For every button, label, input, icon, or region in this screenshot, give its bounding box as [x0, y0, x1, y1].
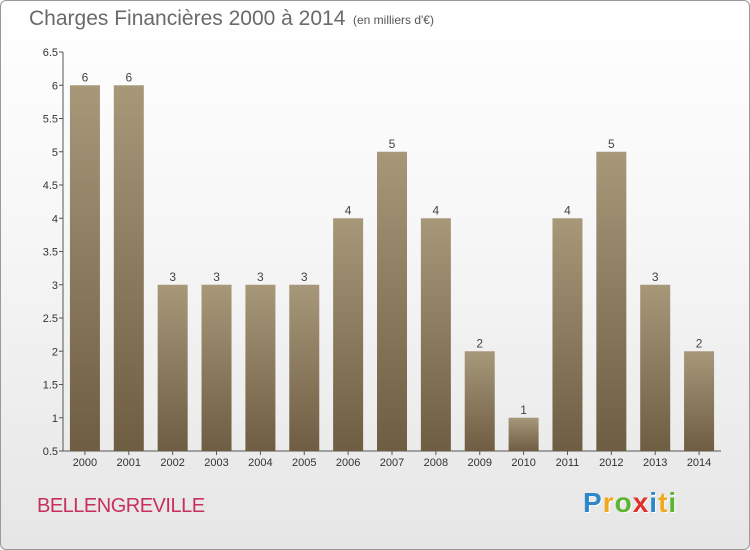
data-label: 3	[301, 270, 308, 284]
data-label: 6	[82, 70, 89, 84]
bar-2002	[157, 284, 188, 451]
x-tick-label: 2000	[73, 457, 97, 469]
bar-2008	[420, 218, 451, 451]
x-tick-label: 2014	[687, 457, 711, 469]
bar-2007	[377, 151, 407, 451]
bar-2000	[69, 85, 100, 451]
x-tick-label: 2009	[467, 457, 491, 469]
bar-2013	[640, 284, 671, 451]
data-label: 3	[169, 270, 176, 284]
logo-letter: i	[649, 487, 659, 518]
data-label: 2	[476, 336, 483, 350]
logo-letter: x	[632, 487, 650, 518]
x-tick-label: 2012	[599, 457, 623, 469]
y-tick-label: 5	[52, 147, 58, 159]
y-tick-label: 6	[52, 80, 58, 92]
bar-2005	[289, 284, 320, 451]
data-label: 5	[389, 137, 396, 151]
bar-2006	[333, 218, 364, 451]
data-label: 6	[125, 70, 132, 84]
data-label: 4	[564, 203, 571, 217]
y-tick-label: 5.5	[43, 114, 58, 126]
y-tick-label: 4	[52, 213, 58, 225]
x-tick-label: 2006	[336, 457, 360, 469]
y-tick-label: 3	[52, 280, 58, 292]
y-tick-label: 0.5	[43, 446, 58, 458]
y-tick-label: 1	[52, 413, 58, 425]
logo-letter: o	[614, 487, 633, 518]
data-label: 3	[652, 270, 659, 284]
x-tick-label: 2010	[511, 457, 535, 469]
data-label: 3	[213, 270, 220, 284]
logo-letter: r	[602, 487, 615, 518]
data-label: 2	[696, 336, 703, 350]
y-tick-label: 4.5	[43, 180, 58, 192]
x-tick-label: 2007	[380, 457, 404, 469]
x-tick-label: 2002	[160, 457, 184, 469]
x-tick-label: 2005	[292, 457, 316, 469]
bar-2004	[245, 284, 276, 451]
bar-2011	[552, 218, 583, 451]
place-name: BELLENGREVILLE	[37, 495, 205, 517]
bar-2014	[684, 351, 715, 451]
bar-2010	[508, 417, 539, 451]
y-tick-label: 1.5	[43, 380, 58, 392]
x-tick-label: 2004	[248, 457, 272, 469]
y-tick-label: 3.5	[43, 247, 58, 259]
data-label: 5	[608, 137, 615, 151]
x-tick-label: 2003	[204, 457, 228, 469]
bar-2001	[113, 85, 144, 451]
logo-letter: i	[668, 487, 678, 518]
data-label: 4	[433, 203, 440, 217]
y-tick-label: 6.5	[43, 47, 58, 59]
proxiti-logo: Proxiti	[583, 487, 677, 519]
data-label: 4	[345, 203, 352, 217]
y-tick-label: 2	[52, 346, 58, 358]
x-tick-label: 2011	[556, 457, 580, 469]
bar-2009	[464, 351, 495, 451]
data-label: 3	[257, 270, 264, 284]
x-tick-label: 2001	[117, 457, 141, 469]
bar-2003	[201, 284, 232, 451]
chart-title: Charges Financières 2000 à 2014	[29, 7, 346, 30]
y-tick-label: 2.5	[43, 313, 58, 325]
logo-letter: P	[583, 487, 603, 518]
data-label: 1	[520, 403, 527, 417]
x-tick-label: 2013	[643, 457, 667, 469]
chart-subtitle: (en milliers d'€)	[353, 13, 434, 27]
x-tick-label: 2008	[424, 457, 448, 469]
logo-letter: t	[658, 487, 669, 518]
bar-2012	[596, 151, 627, 451]
